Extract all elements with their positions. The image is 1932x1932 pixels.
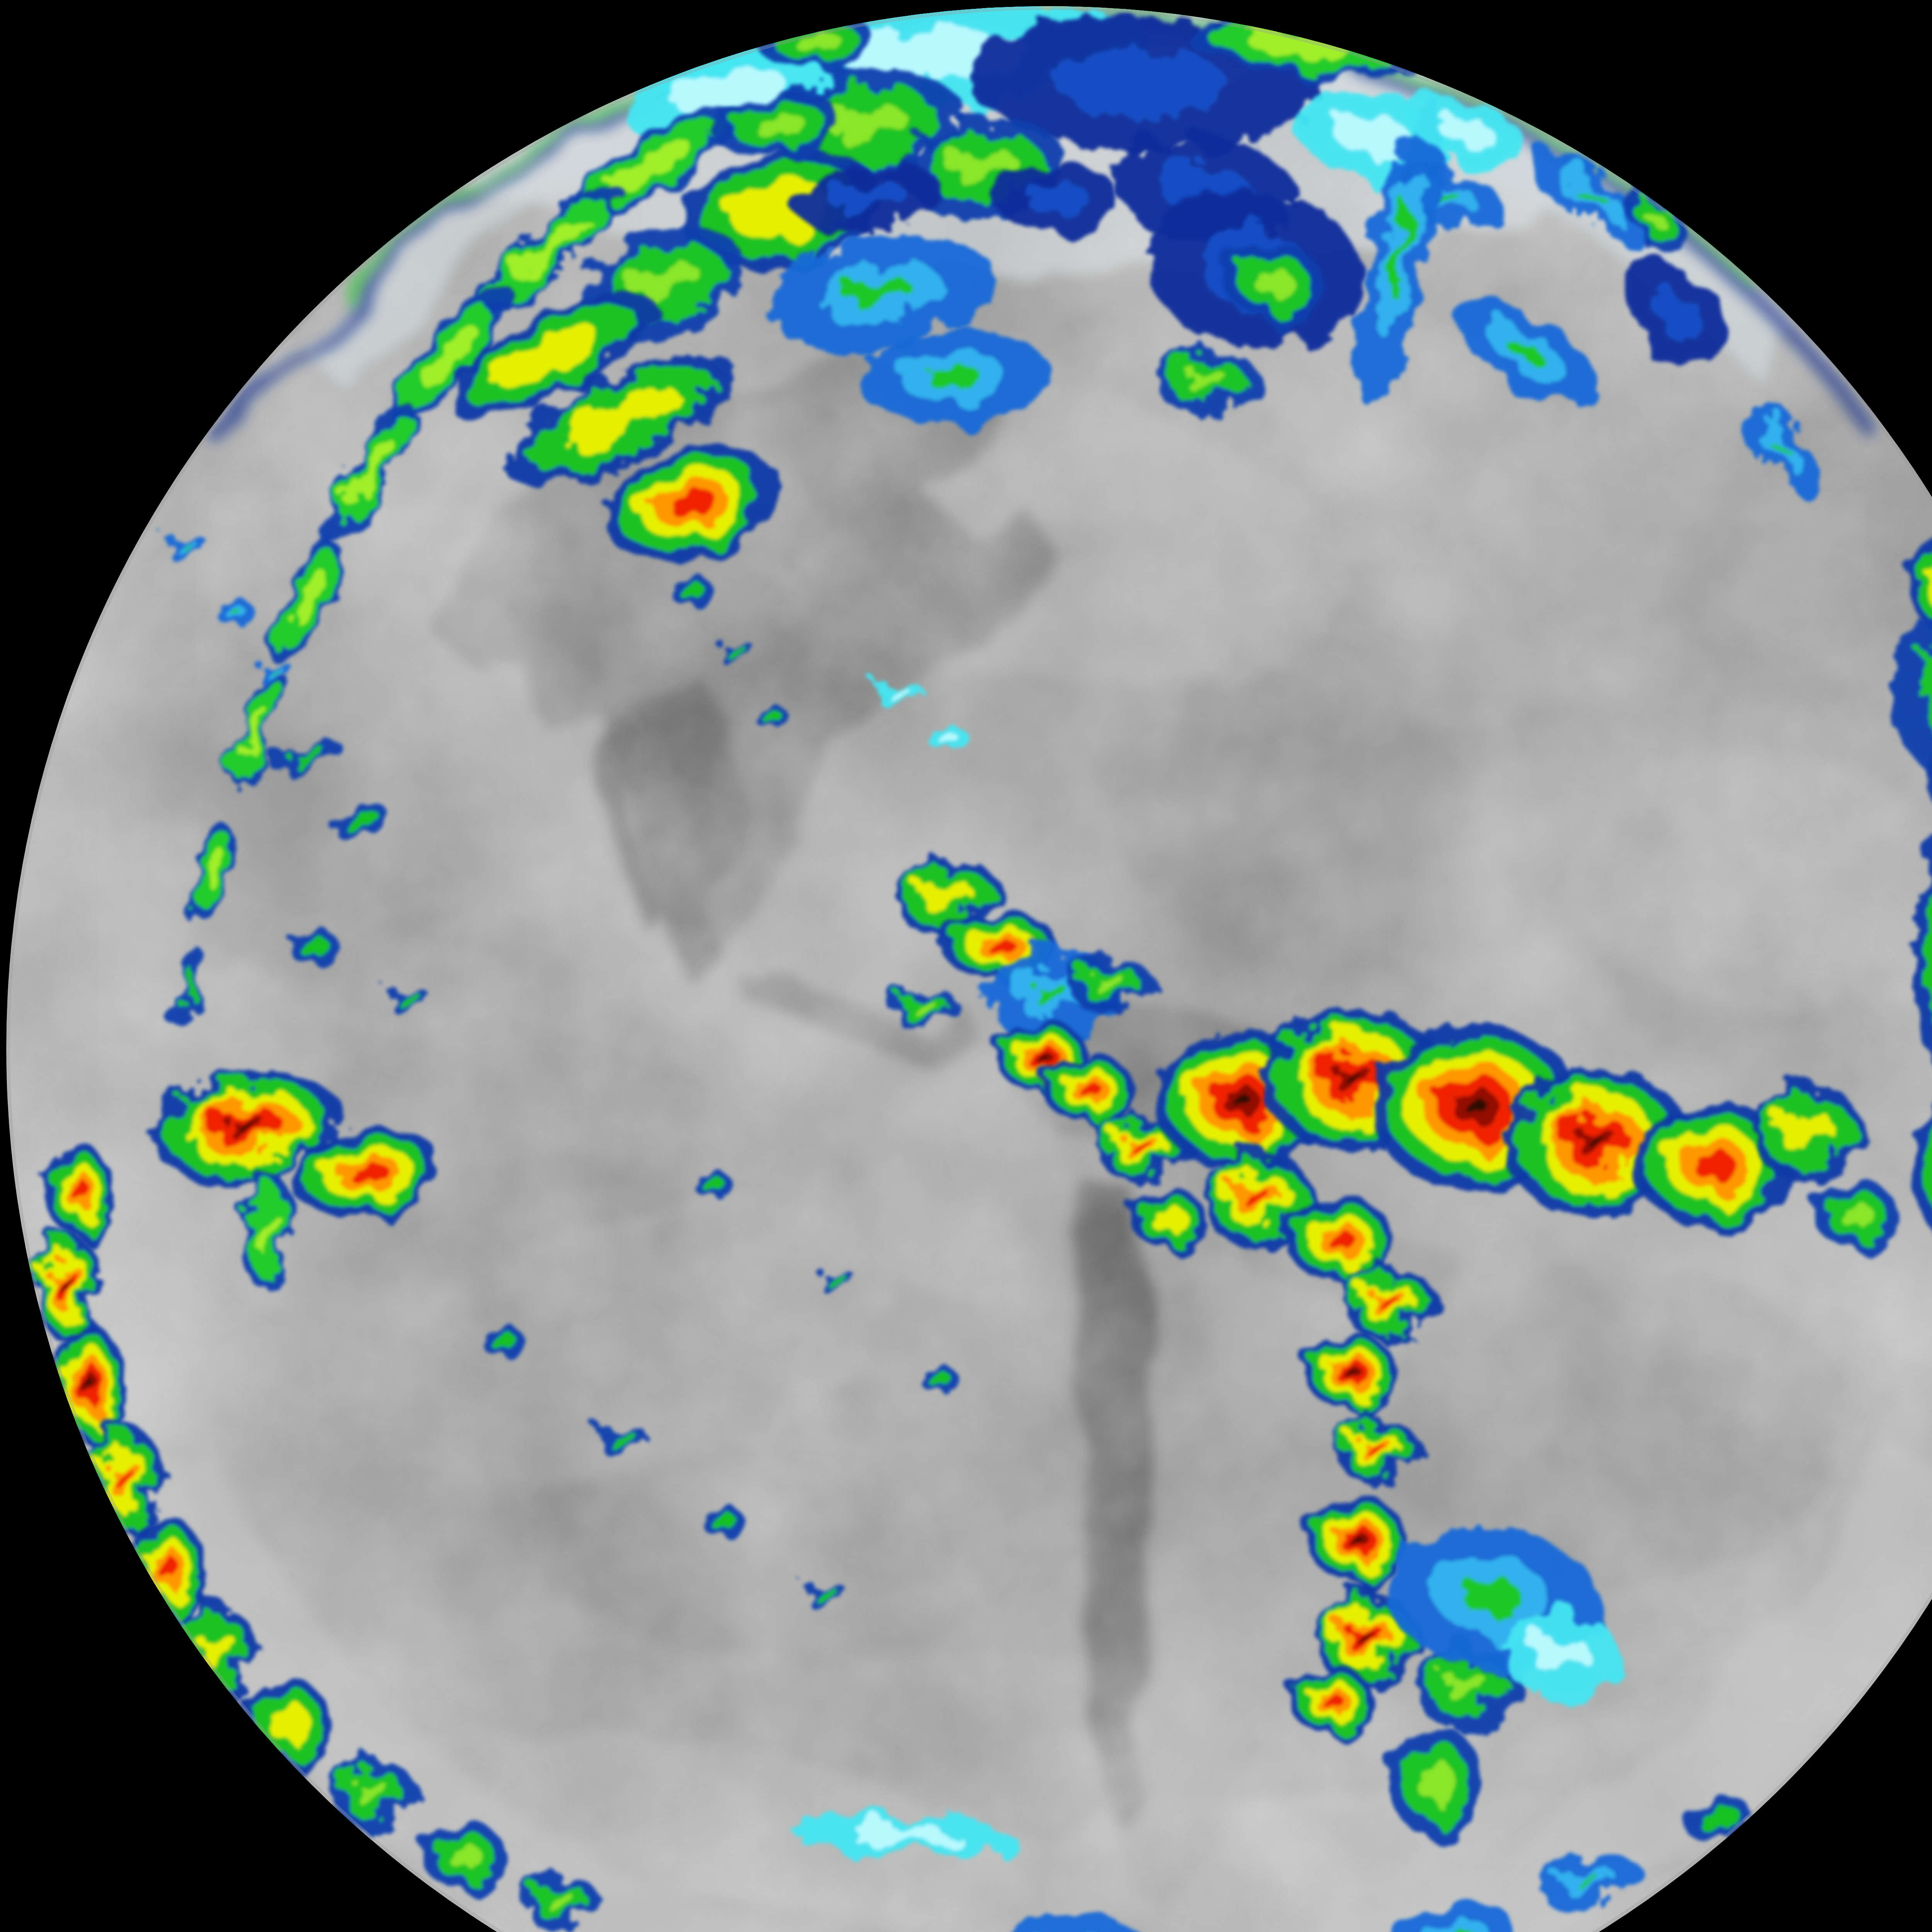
convection-feature-l1 bbox=[807, 1580, 849, 1614]
convection-feature-l1 bbox=[694, 1170, 731, 1199]
enhancement-layer bbox=[63, 1281, 71, 1293]
enhancement-layer bbox=[398, 992, 423, 1012]
convection-feature-l2 bbox=[1069, 956, 1153, 1014]
convection-feature-bl bbox=[216, 597, 254, 627]
enhancement-layer bbox=[1840, 1202, 1874, 1229]
enhancement-layer bbox=[271, 671, 282, 679]
enhancement-layer bbox=[1242, 1187, 1273, 1211]
enhancement-layer bbox=[815, 1587, 841, 1607]
enhancement-layer bbox=[1027, 182, 1090, 216]
enhancement-layer bbox=[927, 1370, 951, 1388]
enhancement-layer bbox=[84, 1377, 92, 1390]
enhancement-layer bbox=[986, 939, 1017, 956]
enhancement-layer bbox=[1231, 1093, 1250, 1108]
enhancement-layer bbox=[1361, 1634, 1372, 1644]
convection-feature-l3 bbox=[1748, 1086, 1866, 1178]
enhancement-layer bbox=[701, 1175, 724, 1193]
convection-feature-nv bbox=[995, 165, 1121, 233]
enhancement-layer bbox=[710, 1511, 736, 1532]
convection-feature-l1 bbox=[820, 1268, 857, 1298]
convection-feature-l4 bbox=[1044, 1056, 1136, 1124]
enhancement-layer bbox=[1694, 1149, 1735, 1182]
enhancement-layer bbox=[1094, 973, 1128, 997]
enhancement-layer bbox=[1445, 1670, 1489, 1704]
convection-feature-cy bbox=[876, 681, 926, 711]
enhancement-layer bbox=[679, 580, 704, 601]
convection-feature-l2 bbox=[524, 1874, 599, 1932]
convection-feature-l4 bbox=[1335, 1417, 1419, 1484]
enhancement-layer bbox=[1344, 1071, 1364, 1087]
enhancement-layer bbox=[1587, 1134, 1607, 1150]
enhancement-layer bbox=[1353, 1536, 1364, 1545]
enhancement-layer bbox=[1078, 1081, 1102, 1099]
enhancement-layer bbox=[116, 1465, 136, 1494]
convection-feature-l1 bbox=[599, 1423, 650, 1461]
enhancement-layer bbox=[761, 709, 782, 724]
enhancement-layer bbox=[1777, 1109, 1836, 1155]
enhancement-layer bbox=[726, 645, 750, 663]
enhancement-layer bbox=[1039, 1054, 1049, 1063]
convection-feature-l1 bbox=[755, 704, 788, 729]
enhancement-layer bbox=[1033, 983, 1071, 1009]
convection-feature-l2 bbox=[423, 1823, 507, 1891]
enhancement-layer bbox=[490, 1331, 516, 1352]
enhancement-layer bbox=[158, 1555, 177, 1581]
convection-feature-l1 bbox=[390, 985, 432, 1019]
enhancement-layer bbox=[299, 935, 330, 959]
convection-feature-l1 bbox=[920, 1364, 958, 1394]
enhancement-layer bbox=[1130, 1140, 1154, 1158]
enhancement-layer bbox=[1151, 1205, 1189, 1235]
convection-feature-l4 bbox=[46, 1145, 113, 1237]
enhancement-layer bbox=[547, 1891, 577, 1915]
convection-feature-cy bbox=[926, 725, 968, 750]
convection-feature-l2 bbox=[893, 987, 960, 1033]
convection-feature-bl bbox=[168, 532, 209, 566]
enhancement-layer bbox=[1464, 1097, 1487, 1116]
convection-feature-l2 bbox=[1815, 1182, 1899, 1249]
convection-feature-l4 bbox=[1344, 1266, 1436, 1341]
enhancement-layer bbox=[268, 1702, 310, 1743]
enhancement-layer bbox=[827, 1274, 850, 1292]
convection-feature-l1 bbox=[702, 1505, 744, 1538]
enhancement-layer bbox=[1378, 1294, 1401, 1313]
enhancement-layer bbox=[937, 731, 958, 744]
enhancement-layer bbox=[230, 608, 240, 616]
enhancement-layer bbox=[609, 1430, 640, 1454]
convection-feature-l4 bbox=[1291, 1668, 1375, 1736]
enhancement-layer bbox=[356, 1779, 390, 1809]
convection-feature-l1 bbox=[671, 574, 713, 608]
enhancement-layer bbox=[71, 1179, 88, 1202]
enhancement-layer bbox=[1347, 1369, 1357, 1377]
convection-feature-l5 bbox=[1306, 1335, 1398, 1410]
enhancement-layer bbox=[1327, 1230, 1355, 1252]
enhancement-layer bbox=[889, 689, 914, 703]
enhancement-layer bbox=[449, 1844, 482, 1870]
convection-feature-bl bbox=[258, 660, 296, 690]
convection-feature-l3 bbox=[1132, 1190, 1207, 1249]
enhancement-layer bbox=[1366, 1442, 1388, 1459]
convection-feature-l1 bbox=[289, 929, 340, 966]
convection-feature-l1 bbox=[482, 1325, 524, 1358]
enhancement-layer bbox=[183, 544, 194, 554]
enhancement-layer bbox=[1322, 1693, 1344, 1711]
enhancement-layer bbox=[913, 1001, 940, 1020]
convection-feature-l1 bbox=[719, 639, 757, 668]
satellite-full-disk-image bbox=[0, 0, 1932, 1932]
